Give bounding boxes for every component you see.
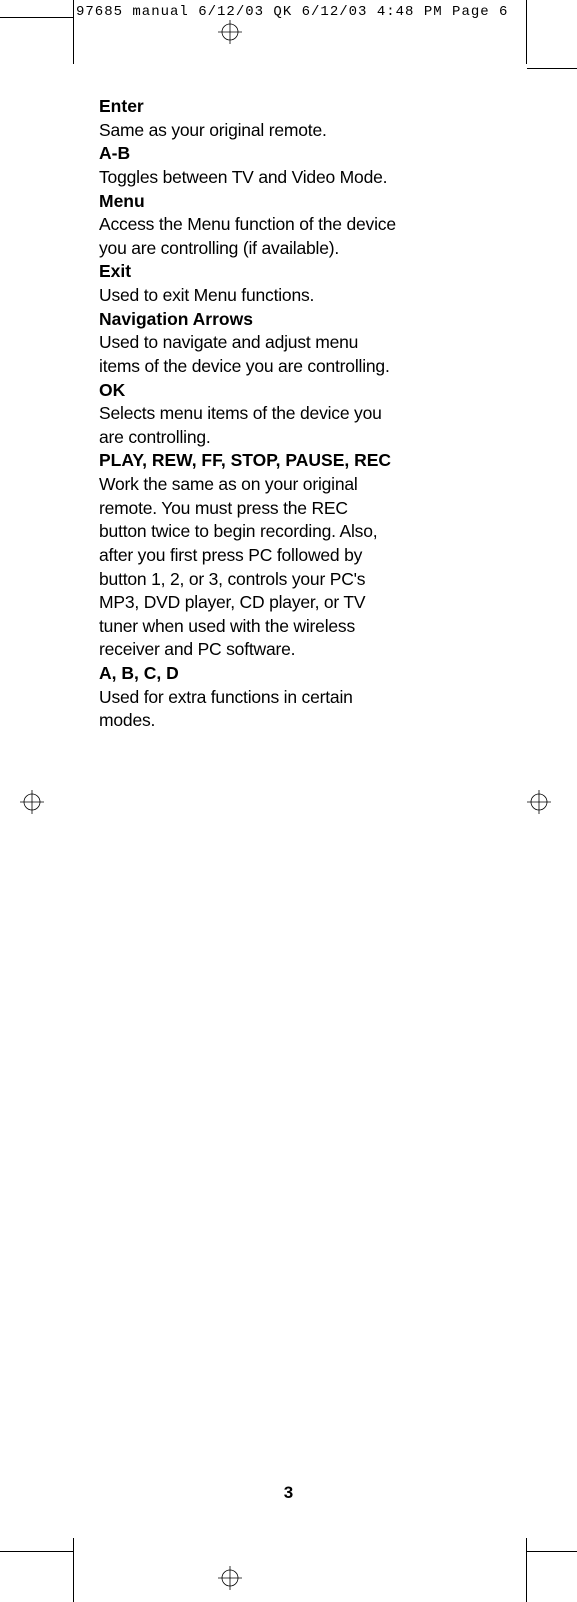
entry-description: Access the Menu function of the device y… (99, 213, 399, 260)
prepress-header: 97685 manual 6/12/03 QK 6/12/03 4:48 PM … (76, 4, 508, 20)
crop-mark (527, 68, 577, 69)
entry-heading: PLAY, REW, FF, STOP, PAUSE, REC (99, 449, 399, 473)
crop-mark (526, 0, 527, 64)
crop-mark (73, 0, 74, 64)
entry-heading: Exit (99, 260, 399, 284)
entry-description: Used to navigate and adjust menu items o… (99, 331, 399, 378)
entry-heading: Enter (99, 95, 399, 119)
entry-description: Same as your original remote. (99, 119, 399, 143)
registration-mark-icon (218, 20, 242, 44)
entry-description: Toggles between TV and Video Mode. (99, 166, 399, 190)
entry-heading: Menu (99, 190, 399, 214)
registration-mark-icon (218, 1566, 242, 1590)
entry-heading: A, B, C, D (99, 662, 399, 686)
entry-description: Used for extra functions in certain mode… (99, 686, 399, 733)
crop-mark (527, 1551, 577, 1552)
crop-mark (526, 1538, 527, 1602)
entry-heading: Navigation Arrows (99, 308, 399, 332)
entry-description: Work the same as on your original remote… (99, 473, 399, 662)
entry-description: Selects menu items of the device you are… (99, 402, 399, 449)
registration-mark-icon (20, 790, 44, 814)
entry-heading: OK (99, 379, 399, 403)
entry-heading: A-B (99, 142, 399, 166)
registration-mark-icon (527, 790, 551, 814)
page-number: 3 (284, 1483, 293, 1503)
entry-description: Used to exit Menu functions. (99, 284, 399, 308)
crop-mark (73, 1538, 74, 1602)
crop-mark (0, 1551, 74, 1552)
crop-mark (0, 17, 74, 18)
manual-content: Enter Same as your original remote. A-B … (99, 95, 399, 733)
